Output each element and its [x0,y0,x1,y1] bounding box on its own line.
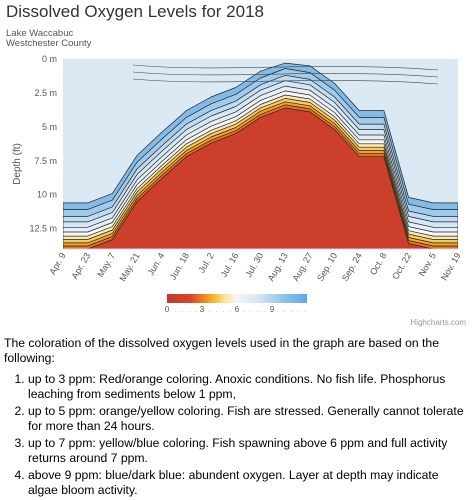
colorbar-dot: . [250,308,252,314]
x-tick-label: May. 21 [117,251,141,283]
oxygen-heatmap-chart: 0 m 2.5 m 5 m 7.5 m 10 m 12.5 m Apr. 9 Apr. 23… [12,54,463,314]
x-tick-label: Nov. 5 [417,251,438,278]
colorbar-dot: . [175,308,177,314]
x-axis: Apr. 9 Apr. 23 May. 7 May. 21 Jun. 4 Jun. 18 J… [47,248,463,283]
x-tick-label: Sep. 24 [340,251,364,283]
list-item: up to 7 ppm: yellow/blue coloring. Fish … [28,436,470,466]
y-tick-label: 7.5 m [34,156,57,166]
colorbar-dot: . [209,308,211,314]
y-axis: 0 m 2.5 m 5 m 7.5 m 10 m 12.5 m [29,54,57,234]
x-tick-label: Sep. 10 [315,251,339,283]
colorbar-dot: . [182,308,184,314]
legend-explanation: The coloration of the dissolved oxygen l… [0,336,470,500]
x-tick-label: Jun. 4 [146,251,167,277]
colorbar-dot: . [297,308,299,314]
x-tick-label: Aug. 13 [266,251,290,283]
x-tick-label: Jul. 2 [196,251,215,275]
intro-text: The coloration of the dissolved oxygen l… [4,336,439,365]
x-tick-label: Oct. 8 [368,251,389,277]
y-tick-label: 10 m [37,190,57,200]
colorbar-dot: . [304,308,306,314]
y-axis-label: Depth (ft) [12,143,23,185]
surface-contour-line [132,71,439,78]
x-tick-label: Apr. 9 [47,251,67,276]
x-tick-label: Jul. 16 [219,251,241,279]
colorbar-dot: . [229,308,231,314]
chart-title: Dissolved Oxygen Levels for 2018 [6,2,264,21]
colorbar-gradient [167,294,307,303]
colorbar-dot: . [257,308,259,314]
chart-subtitle-lake: Lake Waccabuc [6,28,74,39]
list-item: above 9 ppm: blue/dark blue: abundent ox… [28,468,470,498]
highcharts-credit[interactable]: Highcharts.com [410,318,466,327]
y-tick-label: 2.5 m [34,88,57,98]
colorbar-dot: . [195,308,197,314]
y-tick-label: 5 m [42,122,57,132]
colorbar-legend[interactable]: 0 3 6 9................. [165,294,307,314]
colorbar-dot: . [291,308,293,314]
colorbar-dot: . [216,308,218,314]
x-tick-label: Jun. 18 [168,251,191,282]
colorbar-dot: . [223,308,225,314]
x-tick-label: Apr. 23 [69,251,92,281]
ppm-legend-list: up to 3 ppm: Red/orange coloring. Anoxic… [0,372,470,498]
surface-contour-line [132,78,439,85]
x-tick-label: Nov. 19 [439,251,463,282]
x-tick-label: Aug. 27 [290,251,314,283]
surface-contour-line [132,64,439,71]
list-item: up to 3 ppm: Red/orange coloring. Anoxic… [28,372,470,402]
colorbar-dot: . [189,308,191,314]
contour-band-10 [63,107,458,249]
list-item: up to 5 ppm: orange/yellow coloring. Fis… [28,404,470,434]
x-tick-label: May. 7 [95,251,117,279]
x-tick-label: Oct. 22 [390,251,413,281]
colorbar-label: 6 [235,305,240,314]
x-tick-label: Jul. 30 [243,251,265,279]
colorbar-label: 3 [200,305,205,314]
y-tick-label: 0 m [42,54,57,64]
colorbar-dot: . [277,308,279,314]
y-tick-label: 12.5 m [29,224,57,234]
chart-subtitle-county: Westchester County [6,38,92,49]
colorbar-dot: . [284,308,286,314]
colorbar-label: 0 [165,305,170,314]
heatmap-contours [63,62,458,249]
colorbar-label: 9 [270,305,275,314]
colorbar-dot: . [243,308,245,314]
colorbar-dot: . [263,308,265,314]
